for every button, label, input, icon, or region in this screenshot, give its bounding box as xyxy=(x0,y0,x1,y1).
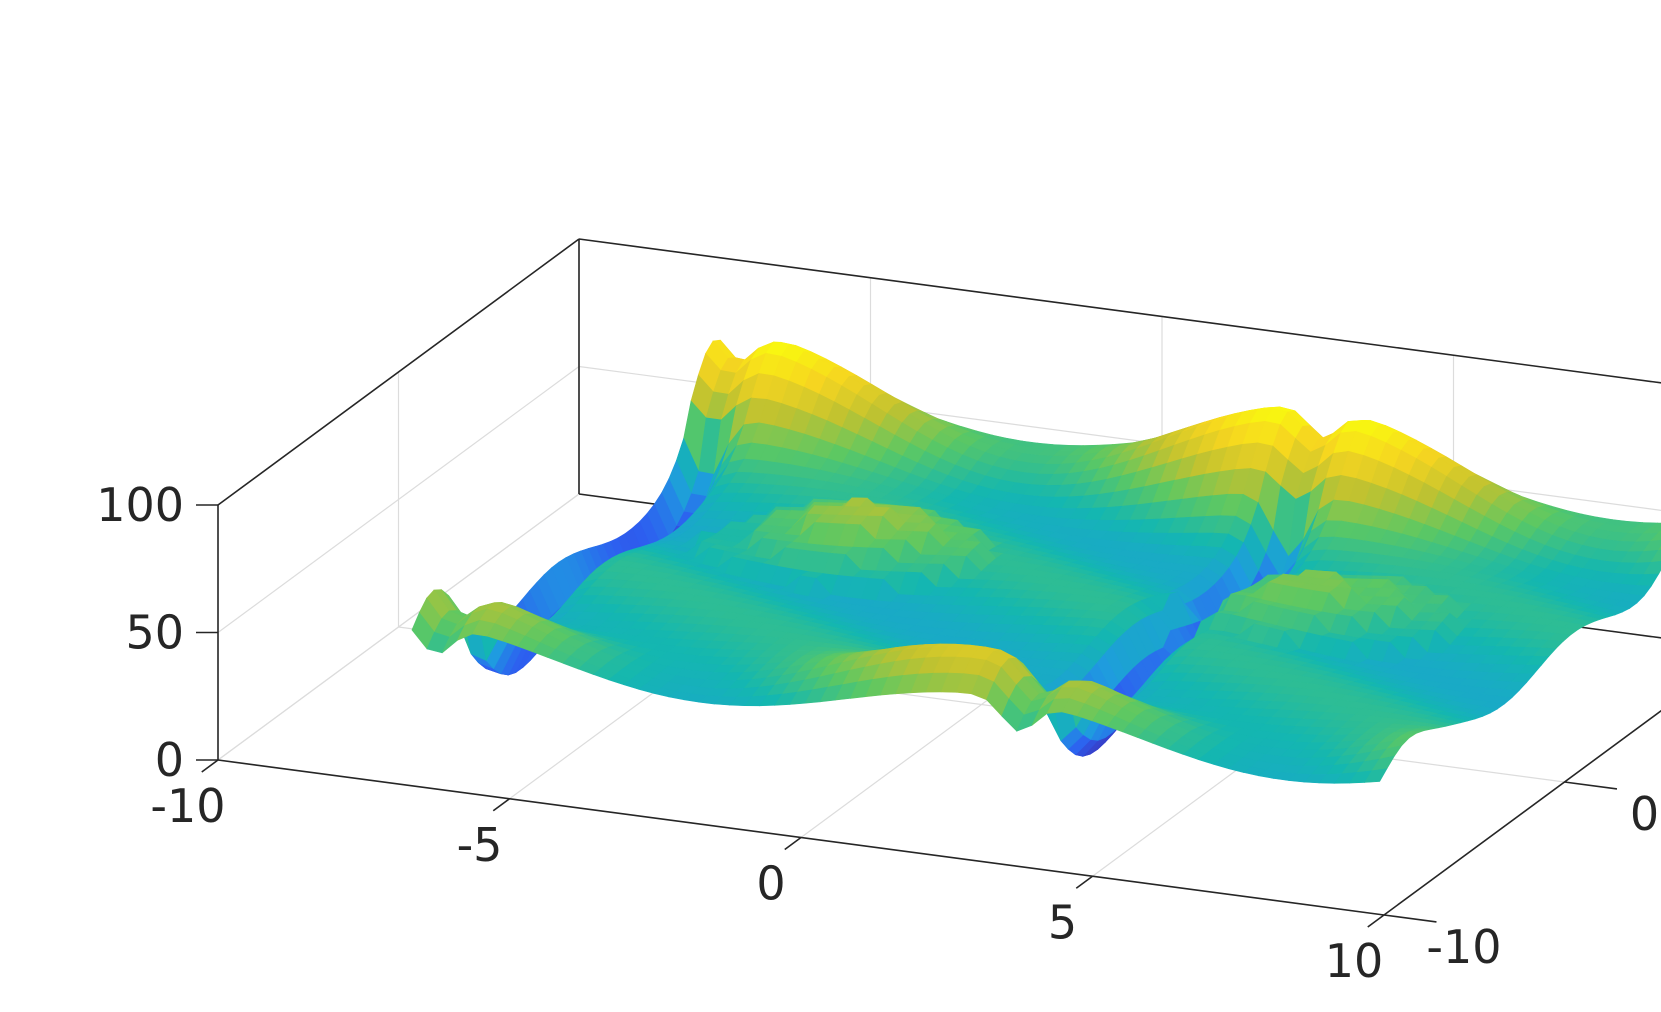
x-tick-label: 5 xyxy=(1048,895,1077,949)
surface xyxy=(411,339,1661,784)
x-tick xyxy=(492,798,510,812)
x-tick-label: -10 xyxy=(150,779,225,833)
x-tick-label: 10 xyxy=(1325,934,1384,988)
z-tick-label: 0 xyxy=(155,733,184,787)
surface-patch xyxy=(1657,545,1661,551)
y-tick-label: 0 xyxy=(1630,787,1659,841)
surface-patch xyxy=(1650,549,1661,563)
x-tick xyxy=(1367,914,1385,928)
y-tick-label: -10 xyxy=(1426,920,1501,974)
grid-line-z-left xyxy=(217,366,580,633)
x-tick-label: -5 xyxy=(457,818,503,872)
z-tick-label: 50 xyxy=(125,606,184,660)
x-tick xyxy=(1075,875,1093,889)
box-edge xyxy=(217,238,580,506)
y-tick xyxy=(1564,781,1618,790)
x-tick xyxy=(201,759,219,773)
x-tick xyxy=(784,836,802,851)
z-tick-label: 100 xyxy=(96,478,184,532)
box-edge xyxy=(578,238,1661,384)
x-tick-label: 0 xyxy=(756,857,785,911)
surface-patch xyxy=(1656,530,1661,534)
